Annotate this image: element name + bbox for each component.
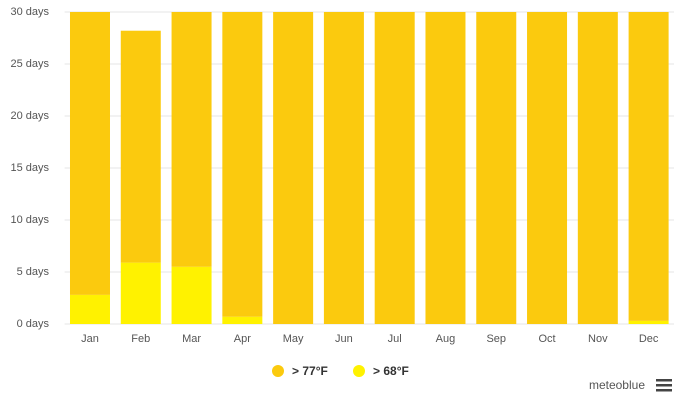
bar-segment xyxy=(374,12,415,324)
bar-segment xyxy=(273,12,314,324)
legend-label: > 77°F xyxy=(292,364,328,378)
bar-segment xyxy=(222,12,263,317)
grid xyxy=(64,11,674,325)
bar-segment xyxy=(476,12,517,324)
legend: > 77°F > 68°F xyxy=(272,364,409,378)
y-tick-label: 0 days xyxy=(17,318,50,330)
y-tick-label: 5 days xyxy=(17,266,50,278)
bar-segment xyxy=(69,12,110,295)
legend-marker xyxy=(272,365,284,377)
bar-segment xyxy=(527,12,568,324)
bar-segment xyxy=(425,12,466,324)
bar-segment xyxy=(120,262,161,324)
x-tick-label: Aug xyxy=(436,333,456,345)
bar-segment xyxy=(120,30,161,263)
x-tick-label: Mar xyxy=(182,333,201,345)
bar-segment xyxy=(171,266,212,324)
x-tick-label: Sep xyxy=(486,333,506,345)
bar-segment xyxy=(577,12,618,324)
x-tick-label: Oct xyxy=(538,333,555,345)
bar-segment xyxy=(323,12,364,324)
y-tick-label: 10 days xyxy=(10,214,49,226)
x-tick-label: Apr xyxy=(234,333,251,345)
x-tick-label: Feb xyxy=(131,333,150,345)
bar-segment xyxy=(69,294,110,324)
y-tick-label: 30 days xyxy=(10,6,49,18)
x-tick-label: Jan xyxy=(81,333,99,345)
x-tick-label: May xyxy=(283,333,304,345)
bar-segment xyxy=(171,12,212,267)
x-tick-label: Jul xyxy=(388,333,402,345)
bar-segment xyxy=(628,12,669,321)
legend-label: > 68°F xyxy=(373,364,409,378)
bar-segment xyxy=(222,316,263,324)
x-tick-label: Nov xyxy=(588,333,608,345)
x-tick-label: Dec xyxy=(639,333,659,345)
menu-icon[interactable] xyxy=(656,379,672,392)
credit: meteoblue xyxy=(589,378,645,392)
y-tick-label: 15 days xyxy=(10,162,49,174)
y-tick-label: 25 days xyxy=(10,58,49,70)
legend-marker xyxy=(353,365,365,377)
bar-segment xyxy=(628,320,669,324)
x-tick-label: Jun xyxy=(335,333,353,345)
y-tick-label: 20 days xyxy=(10,110,49,122)
